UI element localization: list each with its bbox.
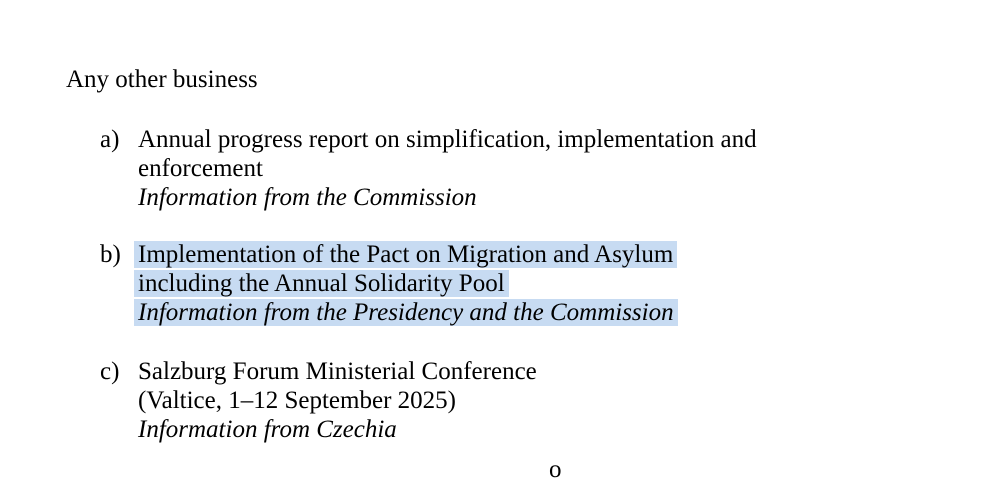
text-selection-highlight[interactable]: Implementation of the Pact on Migration …	[134, 241, 678, 268]
agenda-item-b: b) Implementation of the Pact on Migrati…	[100, 240, 678, 327]
item-note[interactable]: Information from the Presidency and the …	[134, 298, 678, 327]
agenda-item-c: c) Salzburg Forum Ministerial Conference…	[100, 357, 537, 444]
item-content: Annual progress report on simplification…	[138, 125, 757, 212]
item-text-line[interactable]: (Valtice, 1–12 September 2025)	[138, 387, 456, 414]
agenda-item-a: a) Annual progress report on simplificat…	[100, 125, 757, 212]
item-text-line[interactable]: Annual progress report on simplification…	[138, 126, 757, 153]
text-selection-highlight[interactable]: Information from the Presidency and the …	[134, 299, 678, 326]
section-heading[interactable]: Any other business	[66, 66, 258, 93]
item-label[interactable]: c)	[100, 358, 120, 385]
item-text-line[interactable]: enforcement	[138, 155, 263, 182]
item-note[interactable]: Information from the Commission	[138, 184, 477, 211]
item-text-line[interactable]: Salzburg Forum Ministerial Conference	[138, 358, 537, 385]
item-label[interactable]: b)	[100, 241, 121, 268]
item-note[interactable]: Information from Czechia	[138, 416, 397, 443]
footer-char[interactable]: o	[549, 456, 562, 483]
item-text-line[interactable]: Implementation of the Pact on Migration …	[134, 240, 678, 269]
item-text-line[interactable]: including the Annual Solidarity Pool	[134, 269, 674, 298]
item-label[interactable]: a)	[100, 126, 120, 153]
text-selection-highlight[interactable]: including the Annual Solidarity Pool	[134, 270, 509, 297]
item-content: Salzburg Forum Ministerial Conference (V…	[138, 357, 537, 444]
item-content: Implementation of the Pact on Migration …	[134, 240, 678, 327]
